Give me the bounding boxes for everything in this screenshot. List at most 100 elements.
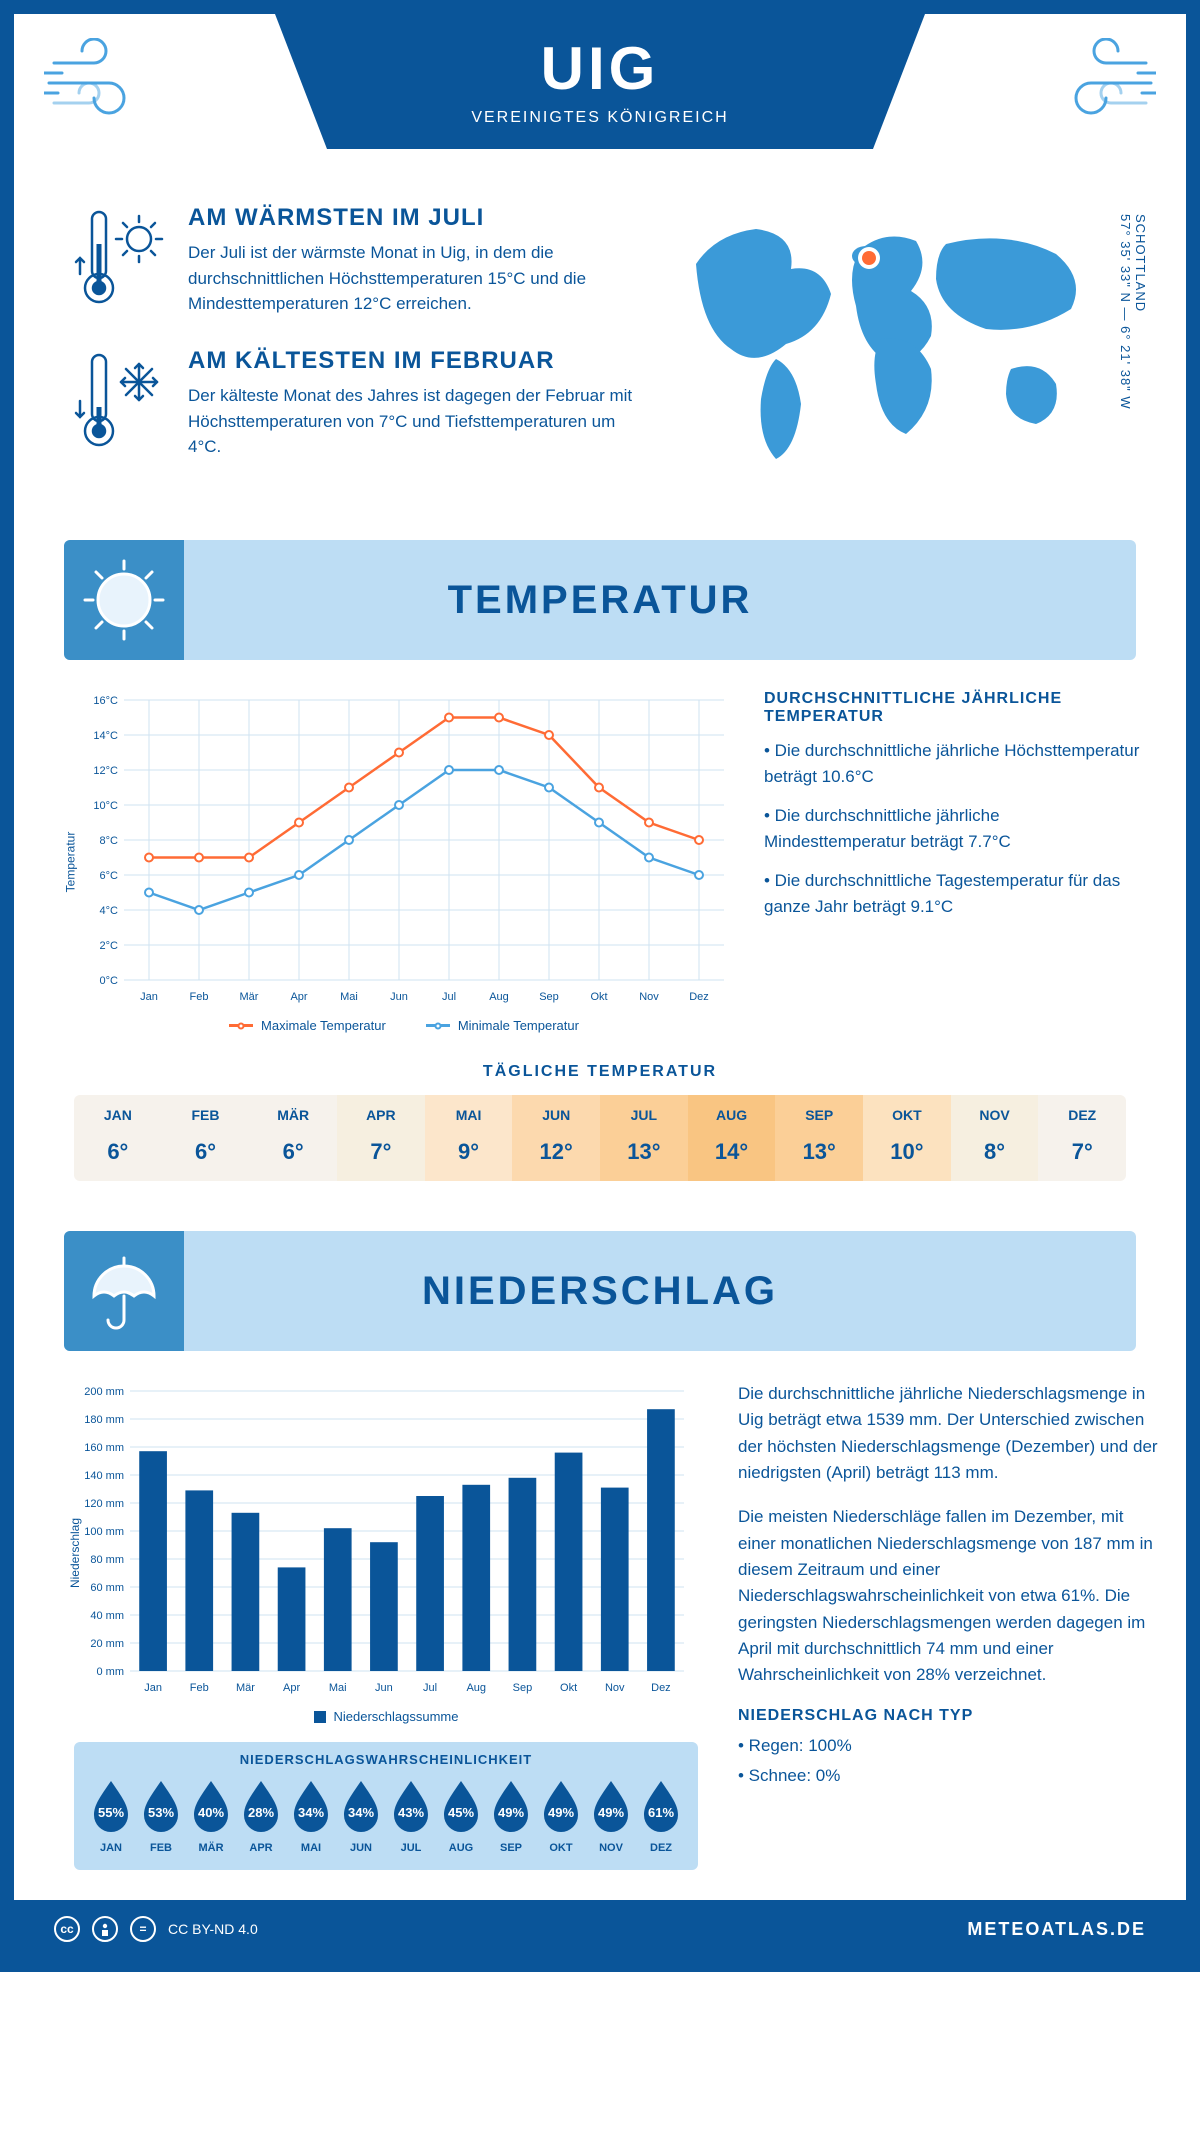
precipitation-chart: Niederschlag 0 mm20 mm40 mm60 mm80 mm100…: [74, 1381, 698, 1724]
svg-text:61%: 61%: [648, 1805, 674, 1820]
page: UIG VEREINIGTES KÖNIGREICH AM WÄRMSTEN I…: [0, 0, 1200, 1972]
svg-text:34%: 34%: [348, 1805, 374, 1820]
svg-text:Okt: Okt: [560, 1682, 577, 1694]
precip-rain: • Regen: 100%: [738, 1733, 1158, 1759]
svg-text:Feb: Feb: [190, 991, 209, 1003]
svg-text:Feb: Feb: [190, 1682, 209, 1694]
precip-info: Die durchschnittliche jährliche Niedersc…: [738, 1381, 1158, 1870]
facts-column: AM WÄRMSTEN IM JULI Der Juli ist der wär…: [74, 204, 636, 490]
month-cell: JAN 6°: [74, 1095, 162, 1181]
legend-min: Minimale Temperatur: [426, 1018, 579, 1033]
prob-drop: 53% FEB: [138, 1777, 184, 1854]
umbrella-icon: [64, 1231, 184, 1351]
svg-text:200 mm: 200 mm: [84, 1386, 124, 1398]
svg-text:Jun: Jun: [390, 991, 408, 1003]
month-cell: MAI 9°: [425, 1095, 513, 1181]
thermometer-snow-icon: [74, 347, 170, 462]
legend-max: Maximale Temperatur: [229, 1018, 386, 1033]
svg-text:49%: 49%: [548, 1805, 574, 1820]
svg-text:80 mm: 80 mm: [90, 1554, 124, 1566]
svg-text:Mai: Mai: [340, 991, 358, 1003]
svg-text:12°C: 12°C: [93, 765, 118, 777]
svg-text:16°C: 16°C: [93, 695, 118, 707]
svg-text:53%: 53%: [148, 1805, 174, 1820]
footer: cc = CC BY-ND 4.0 METEOATLAS.DE: [14, 1900, 1186, 1958]
svg-text:Dez: Dez: [651, 1682, 671, 1694]
warmest-title: AM WÄRMSTEN IM JULI: [188, 204, 636, 232]
temp-info-p3: • Die durchschnittliche Tagestemperatur …: [764, 868, 1144, 919]
header: UIG VEREINIGTES KÖNIGREICH: [14, 14, 1186, 194]
daily-cells: JAN 6° FEB 6° MÄR 6° APR 7° MAI 9° JUN 1…: [74, 1095, 1126, 1181]
by-icon: [92, 1916, 118, 1942]
page-subtitle: VEREINIGTES KÖNIGREICH: [275, 109, 925, 127]
prob-drop: 49% NOV: [588, 1777, 634, 1854]
warmest-text: Der Juli ist der wärmste Monat in Uig, i…: [188, 240, 636, 317]
svg-text:Apr: Apr: [283, 1682, 300, 1694]
svg-text:Mai: Mai: [329, 1682, 347, 1694]
svg-text:Aug: Aug: [489, 991, 509, 1003]
coldest-text: Der kälteste Monat des Jahres ist dagege…: [188, 383, 636, 460]
precipitation-title: NIEDERSCHLAG: [422, 1269, 778, 1314]
month-cell: JUL 13°: [600, 1095, 688, 1181]
temperature-info: DURCHSCHNITTLICHE JÄHRLICHE TEMPERATUR •…: [764, 690, 1144, 1033]
svg-text:Nov: Nov: [605, 1682, 625, 1694]
nd-icon: =: [130, 1916, 156, 1942]
temperature-row: Temperatur 0°C2°C4°C6°C8°C10°C12°C14°C16…: [14, 690, 1186, 1063]
legend-precip: Niederschlagssumme: [314, 1709, 459, 1724]
month-cell: AUG 14°: [688, 1095, 776, 1181]
precipitation-row: Niederschlag 0 mm20 mm40 mm60 mm80 mm100…: [14, 1381, 1186, 1900]
sun-icon: [64, 540, 184, 660]
temperature-chart: Temperatur 0°C2°C4°C6°C8°C10°C12°C14°C16…: [74, 690, 734, 1033]
probability-box: NIEDERSCHLAGSWAHRSCHEINLICHKEIT 55% JAN …: [74, 1742, 698, 1870]
footer-license: cc = CC BY-ND 4.0: [54, 1916, 258, 1942]
coldest-fact: AM KÄLTESTEN IM FEBRUAR Der kälteste Mon…: [74, 347, 636, 462]
svg-text:0°C: 0°C: [100, 975, 119, 987]
coldest-title: AM KÄLTESTEN IM FEBRUAR: [188, 347, 636, 375]
svg-text:100 mm: 100 mm: [84, 1526, 124, 1538]
temperature-banner: TEMPERATUR: [64, 540, 1136, 660]
svg-text:Jan: Jan: [144, 1682, 162, 1694]
wind-icon: [1046, 38, 1156, 133]
temp-legend: Maximale Temperatur Minimale Temperatur: [74, 1018, 734, 1033]
svg-text:Jul: Jul: [423, 1682, 437, 1694]
region-label: SCHOTTLAND: [1133, 214, 1148, 312]
page-title: UIG: [275, 34, 925, 103]
prob-drop: 45% AUG: [438, 1777, 484, 1854]
svg-text:6°C: 6°C: [100, 870, 119, 882]
header-banner: UIG VEREINIGTES KÖNIGREICH: [275, 14, 925, 149]
svg-text:Dez: Dez: [689, 991, 709, 1003]
precip-legend: Niederschlagssumme: [74, 1709, 698, 1724]
temp-info-p2: • Die durchschnittliche jährliche Mindes…: [764, 803, 1144, 854]
svg-text:49%: 49%: [598, 1805, 624, 1820]
precipitation-banner: NIEDERSCHLAG: [64, 1231, 1136, 1351]
month-cell: FEB 6°: [162, 1095, 250, 1181]
svg-text:8°C: 8°C: [100, 835, 119, 847]
prob-drop: 55% JAN: [88, 1777, 134, 1854]
svg-text:0 mm: 0 mm: [97, 1666, 125, 1678]
temp-info-p1: • Die durchschnittliche jährliche Höchst…: [764, 738, 1144, 789]
month-cell: JUN 12°: [512, 1095, 600, 1181]
footer-site: METEOATLAS.DE: [967, 1919, 1146, 1940]
svg-text:Sep: Sep: [513, 1682, 533, 1694]
svg-text:Okt: Okt: [590, 991, 607, 1003]
svg-text:Jan: Jan: [140, 991, 158, 1003]
y-axis-label: Temperatur: [63, 831, 77, 892]
svg-text:20 mm: 20 mm: [90, 1638, 124, 1650]
precip-snow: • Schnee: 0%: [738, 1763, 1158, 1789]
precip-p2: Die meisten Niederschläge fallen im Deze…: [738, 1504, 1158, 1688]
svg-text:180 mm: 180 mm: [84, 1414, 124, 1426]
prob-drop: 49% OKT: [538, 1777, 584, 1854]
y-axis-label: Niederschlag: [68, 1517, 82, 1587]
temperature-title: TEMPERATUR: [448, 578, 753, 623]
precip-p1: Die durchschnittliche jährliche Niedersc…: [738, 1381, 1158, 1486]
svg-text:49%: 49%: [498, 1805, 524, 1820]
prob-drops: 55% JAN 53% FEB 40% MÄR 28% APR: [88, 1777, 684, 1854]
intro-section: AM WÄRMSTEN IM JULI Der Juli ist der wär…: [14, 194, 1186, 520]
temp-info-title: DURCHSCHNITTLICHE JÄHRLICHE TEMPERATUR: [764, 690, 1144, 726]
prob-drop: 34% JUN: [338, 1777, 384, 1854]
svg-text:Aug: Aug: [466, 1682, 486, 1694]
prob-drop: 28% APR: [238, 1777, 284, 1854]
warmest-fact: AM WÄRMSTEN IM JULI Der Juli ist der wär…: [74, 204, 636, 319]
svg-text:55%: 55%: [98, 1805, 124, 1820]
svg-text:14°C: 14°C: [93, 730, 118, 742]
